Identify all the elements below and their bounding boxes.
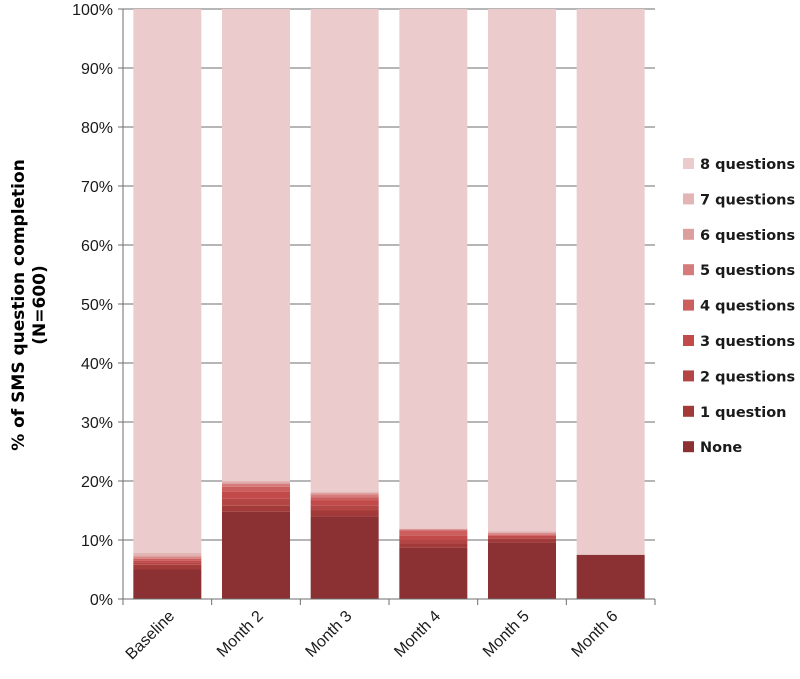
- bar-segment: [399, 528, 468, 529]
- bar-segment: [310, 494, 379, 498]
- legend-swatch: [683, 370, 694, 382]
- bar-segment: [399, 547, 468, 599]
- bar-segment: [133, 569, 202, 599]
- legend-label: 7 questions: [700, 192, 795, 208]
- bar-segment: [488, 537, 556, 539]
- legend-label: 3 questions: [700, 334, 795, 350]
- y-tick-label: 60%: [81, 238, 113, 255]
- bar-segment: [399, 528, 468, 530]
- legend-label: 8 questions: [700, 157, 795, 173]
- bar-segment: [222, 481, 290, 483]
- bar-segment: [310, 516, 379, 599]
- y-tick-label: 100%: [72, 2, 113, 19]
- y-tick-label: 30%: [81, 415, 113, 432]
- x-tick-label: Month 4: [391, 608, 444, 661]
- y-tick-label: 80%: [81, 120, 113, 137]
- bar-segment: [310, 510, 379, 517]
- bar-segment: [399, 535, 468, 540]
- bar-segment: [133, 555, 202, 558]
- y-tick-label: 50%: [81, 297, 113, 314]
- bar-segment: [310, 497, 379, 501]
- bar-segment: [310, 491, 379, 493]
- bar-segment: [488, 538, 556, 543]
- y-tick-label: 40%: [81, 356, 113, 373]
- y-tick-label: 90%: [81, 61, 113, 78]
- gridlines: [118, 8, 655, 600]
- bar-segment: [399, 540, 468, 544]
- y-tick-label: 20%: [81, 474, 113, 491]
- legend-swatch: [683, 228, 694, 240]
- legend-label: None: [700, 440, 742, 456]
- y-axis-title-line1: % of SMS question completion: [9, 159, 29, 451]
- legend-label: 6 questions: [700, 228, 795, 244]
- bar-segment: [310, 505, 379, 511]
- legend-swatch: [683, 441, 694, 453]
- bar-segment: [133, 558, 202, 561]
- legend-swatch: [683, 264, 694, 276]
- axes: [122, 9, 656, 605]
- x-tick-labels: Baseline Month 2 Month 3 Month 4 Month 5 Mont…: [123, 608, 622, 663]
- bar-segment: [488, 532, 556, 534]
- bar-segment: [310, 9, 379, 492]
- bar-segment: [133, 552, 202, 556]
- bar-segment: [222, 483, 290, 487]
- bar-segment: [222, 511, 290, 599]
- legend-label: 4 questions: [700, 299, 795, 315]
- y-tick-label: 0%: [90, 592, 113, 609]
- bar-segment: [222, 498, 290, 506]
- y-tick-label: 70%: [81, 179, 113, 196]
- bar-segment: [310, 492, 379, 495]
- x-tick-label: Baseline: [123, 608, 178, 663]
- bar-segment: [488, 533, 556, 535]
- bar-segment: [133, 9, 202, 553]
- bar-segment: [133, 560, 202, 563]
- y-tick-labels: 0% 10% 20% 30% 40% 50% 60% 70% 80% 90% 100%: [72, 2, 113, 609]
- legend-swatch: [683, 335, 694, 346]
- x-tick-label: Month 3: [303, 608, 356, 661]
- bar-segment: [399, 543, 468, 548]
- x-tick-label: Month 6: [569, 608, 622, 661]
- legend-label: 5 questions: [700, 263, 795, 279]
- bar-segment: [576, 9, 645, 555]
- bar-segment: [399, 9, 468, 529]
- bar-segment: [222, 482, 290, 484]
- legend-swatch: [683, 405, 694, 417]
- bar-segment: [488, 542, 556, 599]
- legend-swatch: [683, 299, 694, 311]
- bar-segment: [488, 531, 556, 533]
- bar-segment: [133, 562, 202, 565]
- legend: 8 questions 7 questions 6 questions 5 quest…: [683, 157, 795, 456]
- bar-segment: [488, 535, 556, 538]
- bar-segment: [133, 564, 202, 570]
- bar-segment: [488, 9, 556, 532]
- bar-segment: [222, 9, 290, 481]
- bar-segment: [222, 491, 290, 499]
- y-axis-title-line2: (N=600): [30, 265, 50, 345]
- legend-swatch: [683, 193, 694, 205]
- bar-segment: [488, 534, 556, 536]
- bar-segment: [576, 554, 645, 599]
- bar-segment: [222, 505, 290, 512]
- bars: [133, 9, 645, 599]
- bar-segment: [222, 486, 290, 492]
- bar-segment: [399, 529, 468, 531]
- x-tick-label: Month 5: [480, 608, 533, 661]
- legend-label: 2 questions: [700, 369, 795, 385]
- x-tick-label: Month 2: [214, 608, 267, 661]
- legend-swatch: [683, 158, 694, 169]
- bar-segment: [399, 530, 468, 536]
- bar-segment: [310, 500, 379, 506]
- bar-segment: [133, 557, 202, 559]
- y-tick-label: 10%: [81, 533, 113, 550]
- legend-label: 1 question: [700, 405, 787, 421]
